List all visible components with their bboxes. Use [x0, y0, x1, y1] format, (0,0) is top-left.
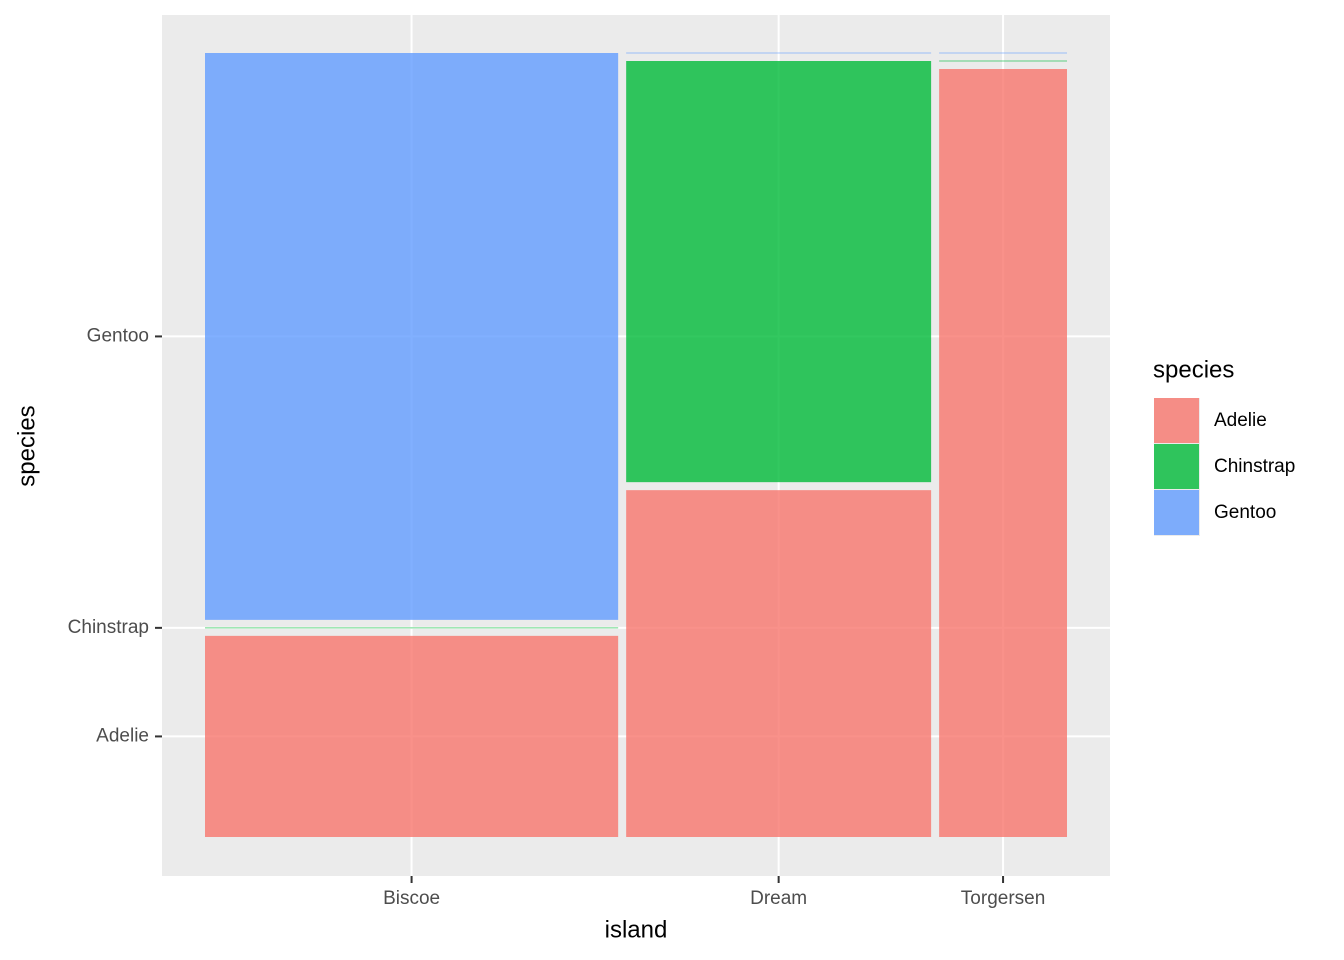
legend-key — [1154, 444, 1199, 489]
y-tick-label: Chinstrap — [68, 617, 149, 638]
x-tick-label: Dream — [750, 888, 807, 909]
x-tick-label: Torgersen — [961, 888, 1046, 909]
mosaic-tile — [626, 490, 932, 837]
legend-label: Adelie — [1214, 410, 1267, 431]
x-tick-label: Biscoe — [383, 888, 440, 909]
x-axis-title: island — [605, 916, 668, 943]
legend-label: Chinstrap — [1214, 456, 1295, 477]
y-tick-label: Gentoo — [87, 325, 149, 346]
y-axis-title: species — [13, 405, 40, 486]
legend-title: species — [1153, 356, 1234, 383]
legend-label: Gentoo — [1214, 502, 1276, 523]
mosaic-tile — [205, 635, 619, 837]
mosaic-tile — [626, 61, 932, 483]
mosaic-tile — [939, 69, 1067, 837]
legend-key — [1154, 490, 1199, 535]
y-tick-label: Adelie — [96, 725, 149, 746]
legend-key — [1154, 398, 1199, 443]
mosaic-tile — [205, 53, 619, 620]
